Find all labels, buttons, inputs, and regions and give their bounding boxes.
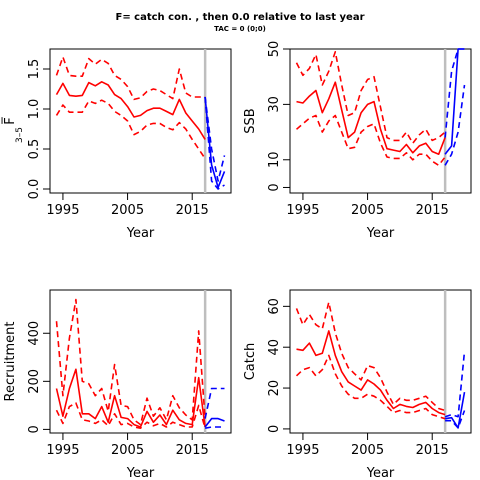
ssb-y-tick-label-0: 0 bbox=[267, 183, 282, 191]
ssb-x-tick-label-1995: 1995 bbox=[286, 203, 319, 218]
recruitment-proj-median-line bbox=[204, 417, 225, 428]
panel-ssb: 1995 2005 2015 0 10 30 50 Year SSB bbox=[243, 41, 472, 241]
ssb-y-tick-label-2: 30 bbox=[267, 96, 282, 113]
recruitment-proj-upper-line bbox=[204, 387, 225, 419]
fbar-y-tick-label-3: 1.5 bbox=[27, 59, 42, 80]
recruitment-y-tick-label-2: 400 bbox=[27, 321, 42, 346]
recruitment-y-tick-label-0: 0 bbox=[27, 425, 42, 433]
recruitment-hist-upper-line bbox=[55, 298, 206, 426]
catch-hist-upper-line bbox=[295, 301, 446, 412]
ssb-proj-median-line bbox=[444, 48, 465, 155]
fbar-plot-frame bbox=[49, 48, 232, 194]
recruitment-hist-lower-line bbox=[55, 402, 206, 430]
catch-y-tick-label-0: 0 bbox=[267, 425, 282, 433]
ssb-plot-frame bbox=[289, 48, 472, 194]
recruitment-hist-median-line bbox=[55, 368, 206, 428]
catch-x-tick-label-2015: 2015 bbox=[416, 443, 449, 458]
catch-proj-lower-line bbox=[445, 410, 466, 429]
ssb-hist-median-line bbox=[296, 81, 446, 155]
recruitment-x-axis-label: Year bbox=[126, 466, 155, 480]
catch-y-tick-label-3: 60 bbox=[267, 298, 282, 315]
recruitment-x-tick-label-1995: 1995 bbox=[46, 443, 79, 458]
fbar-proj-median-line bbox=[204, 96, 226, 189]
catch-y-tick-label-2: 40 bbox=[267, 339, 282, 356]
fbar-y-tick-label-0: 0.0 bbox=[27, 179, 42, 200]
catch-proj-median-line bbox=[444, 391, 466, 429]
panel-fbar: 1995 2005 2015 0.0 0.5 1.0 1.5 Year F̅ 3–5 bbox=[2, 48, 232, 241]
ssb-y-axis-label: SSB bbox=[243, 108, 258, 133]
recruitment-y-tick-label-1: 200 bbox=[27, 369, 42, 394]
recruitment-plot-frame bbox=[49, 289, 232, 434]
catch-x-tick-label-2005: 2005 bbox=[351, 443, 384, 458]
recruitment-x-tick-label-2005: 2005 bbox=[111, 443, 144, 458]
fbar-hist-lower-line bbox=[55, 99, 206, 160]
fbar-y-tick-label-1: 0.5 bbox=[27, 139, 42, 160]
fbar-x-tick-label-2015: 2015 bbox=[176, 203, 209, 218]
fbar-x-tick-label-1995: 1995 bbox=[46, 203, 79, 218]
fbar-y-axis-label: F̅ bbox=[2, 116, 18, 125]
figure-title: F= catch con. , then 0.0 relative to las… bbox=[115, 12, 364, 23]
ssb-x-axis-label: Year bbox=[366, 226, 395, 241]
catch-x-tick-label-1995: 1995 bbox=[286, 443, 319, 458]
ssb-hist-lower-line bbox=[295, 114, 446, 167]
ssb-y-tick-label-1: 10 bbox=[267, 151, 282, 168]
recruitment-y-axis-label: Recruitment bbox=[3, 322, 18, 402]
ssb-hist-upper-line bbox=[295, 50, 446, 144]
ssb-x-tick-label-2015: 2015 bbox=[416, 203, 449, 218]
catch-proj-upper-line bbox=[444, 351, 466, 418]
catch-x-axis-label: Year bbox=[366, 466, 395, 480]
fbar-y-tick-label-2: 1.0 bbox=[27, 99, 42, 120]
catch-y-tick-label-1: 20 bbox=[267, 380, 282, 397]
recruitment-x-tick-label-2015: 2015 bbox=[176, 443, 209, 458]
recruitment-proj-lower-line bbox=[204, 426, 225, 429]
panel-catch: 1995 2005 2015 0 20 40 60 Year Catch bbox=[243, 289, 472, 480]
catch-hist-median-line bbox=[296, 330, 446, 416]
figure-subtitle: TAC = 0 (0;0) bbox=[214, 25, 266, 33]
ssb-y-tick-label-3: 50 bbox=[267, 41, 282, 58]
ssb-proj-lower-line bbox=[444, 84, 466, 166]
fbar-x-axis-label: Year bbox=[126, 226, 155, 241]
fbar-y-axis-label-sub: 3–5 bbox=[15, 127, 25, 143]
fbar-hist-median-line bbox=[55, 81, 206, 140]
fbar-x-tick-label-2005: 2005 bbox=[111, 203, 144, 218]
catch-y-axis-label: Catch bbox=[243, 343, 258, 381]
ssb-x-tick-label-2005: 2005 bbox=[351, 203, 384, 218]
catch-plot-frame bbox=[289, 289, 472, 434]
catch-hist-lower-line bbox=[295, 354, 446, 420]
fbar-hist-upper-line bbox=[55, 56, 206, 101]
panel-recruitment: 1995 2005 2015 0 200 400 Year Recruitment bbox=[3, 289, 232, 480]
